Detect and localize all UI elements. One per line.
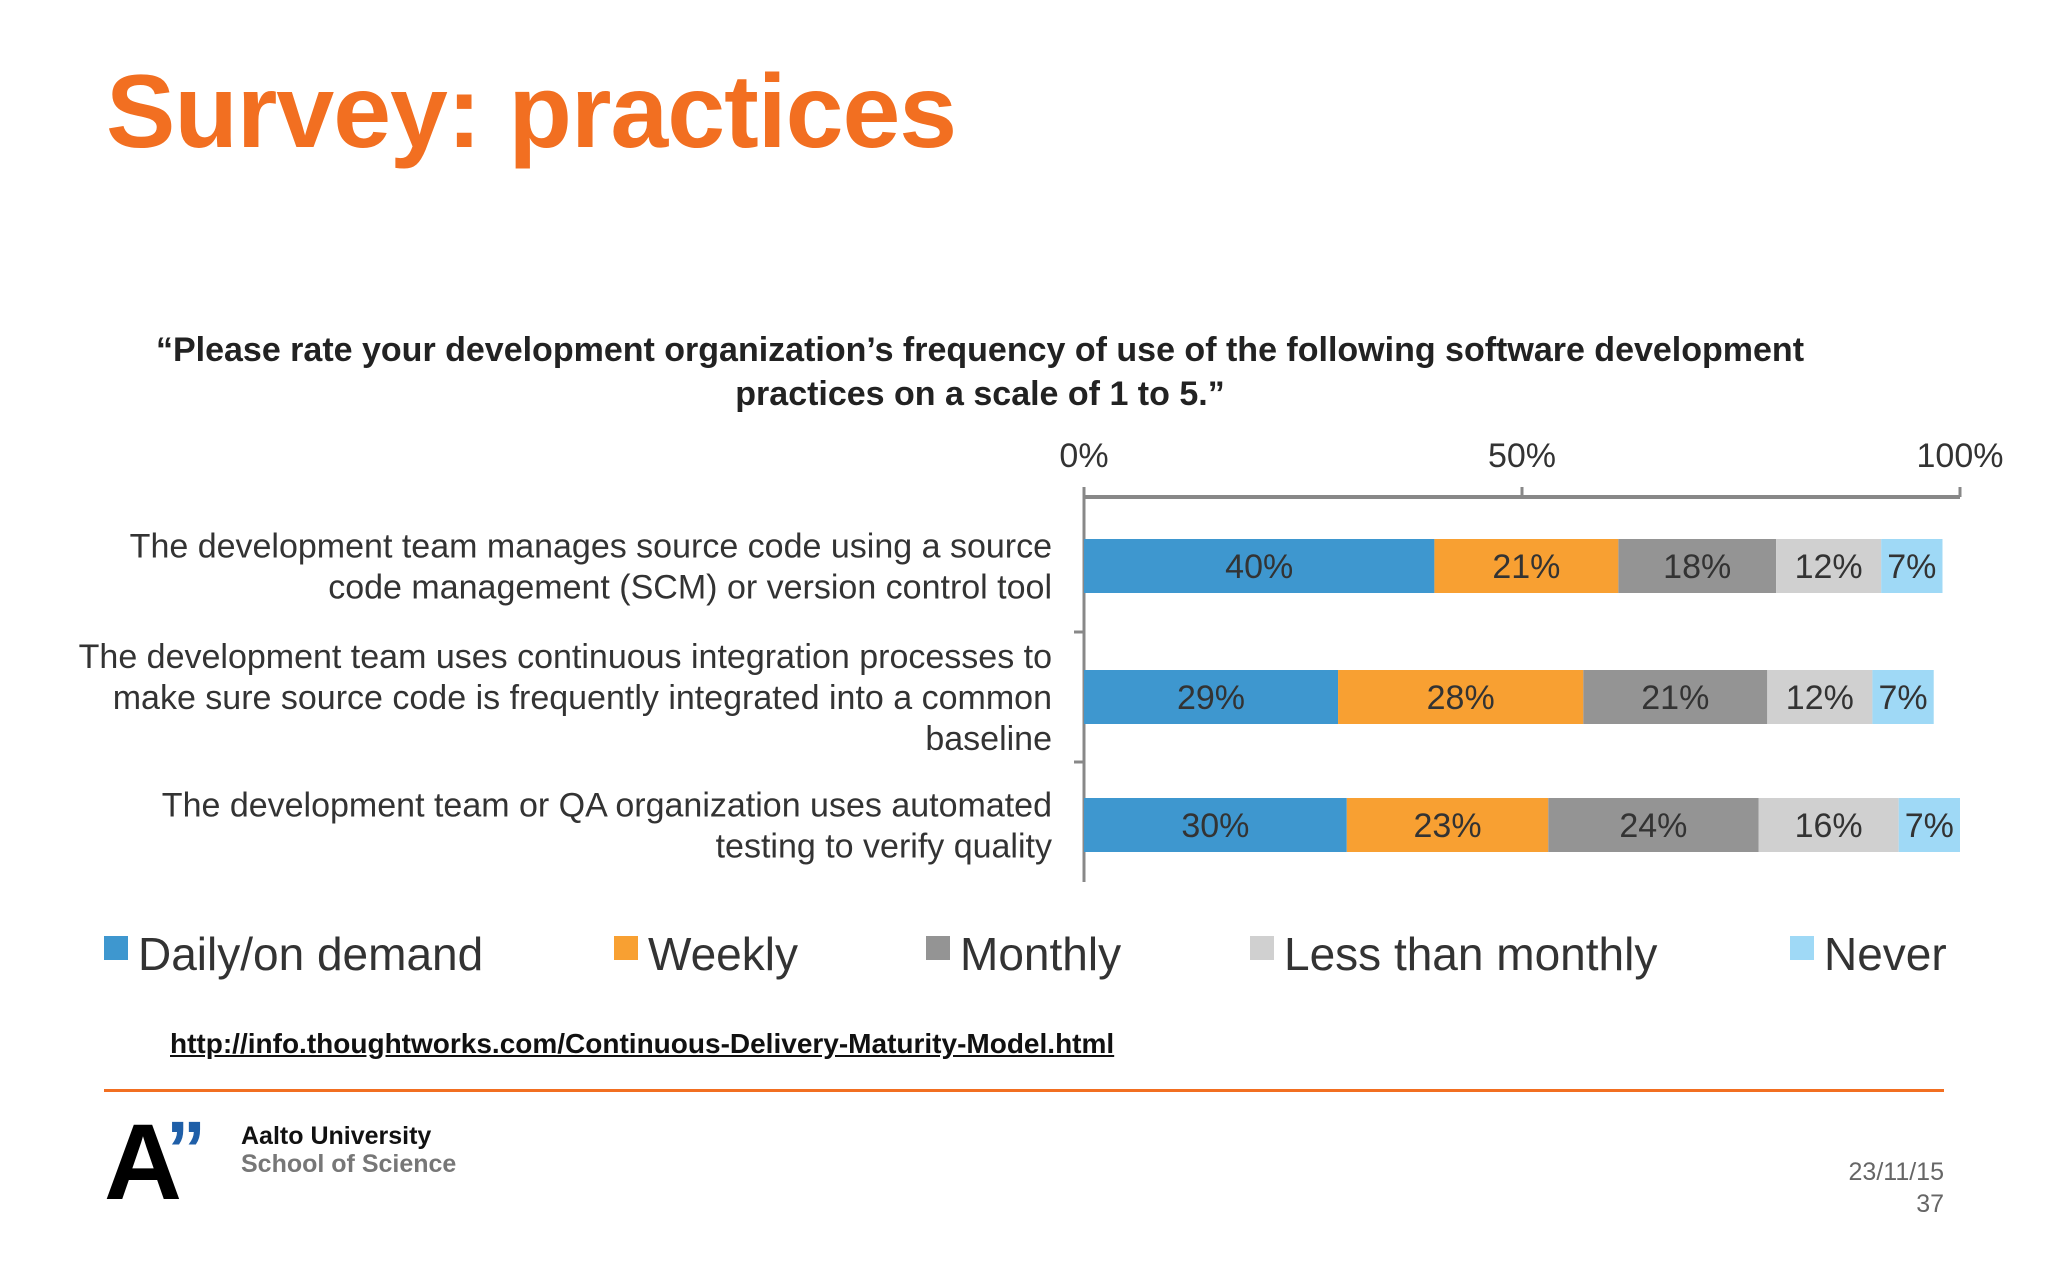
bar-segment (1618, 539, 1777, 593)
stacked-bar-chart: “Please rate your development organizati… (79, 331, 2004, 980)
bar-segment (1084, 798, 1347, 852)
category-label: make sure source code is frequently inte… (113, 679, 1052, 717)
category-label: code management (SCM) or version control… (328, 569, 1052, 607)
bar-segment (1084, 539, 1435, 593)
organization-name: Aalto University (241, 1122, 432, 1150)
x-tick-label: 50% (1488, 437, 1556, 475)
data-label: 21% (1641, 679, 1709, 717)
bar-segment (1338, 670, 1584, 724)
category-label: testing to verify quality (716, 828, 1052, 866)
data-label: 21% (1492, 548, 1560, 586)
category-label: baseline (925, 720, 1052, 758)
legend-label: Weekly (648, 928, 798, 980)
bar-segment (1758, 798, 1899, 852)
bar-segment (1881, 539, 1943, 593)
slide-number: 37 (1916, 1190, 1944, 1218)
footer-divider (104, 1089, 1944, 1092)
data-label: 7% (1878, 679, 1927, 717)
source-link[interactable]: http://info.thoughtworks.com/Continuous-… (170, 1028, 1115, 1059)
legend-label: Daily/on demand (138, 928, 483, 980)
chart-title-line: practices on a scale of 1 to 5.” (735, 375, 1224, 413)
chart-title-line: “Please rate your development organizati… (156, 331, 1804, 369)
data-label: 30% (1181, 807, 1249, 845)
bar-segment (1548, 798, 1759, 852)
legend-swatch (614, 936, 638, 960)
bar-segment (1346, 798, 1549, 852)
bar-segment (1583, 670, 1768, 724)
data-label: 12% (1795, 548, 1863, 586)
data-label: 23% (1414, 807, 1482, 845)
slide-title: Survey: practices (106, 54, 957, 170)
category-label: The development team or QA organization … (162, 787, 1052, 825)
bar-segment (1767, 670, 1873, 724)
school-name: School of Science (241, 1150, 457, 1178)
bar-segment (1084, 670, 1339, 724)
category-label: The development team uses continuous int… (79, 638, 1052, 676)
data-label: 29% (1177, 679, 1245, 717)
data-label: 40% (1225, 548, 1293, 586)
data-label: 7% (1905, 807, 1954, 845)
legend-label: Less than monthly (1284, 928, 1657, 980)
bar-segment (1434, 539, 1619, 593)
aalto-logo-letter: A (104, 1101, 182, 1222)
legend-swatch (1790, 936, 1814, 960)
legend-swatch (1250, 936, 1274, 960)
legend-label: Monthly (960, 928, 1121, 980)
slide-date: 23/11/15 (1848, 1158, 1944, 1186)
category-label: The development team manages source code… (130, 528, 1052, 566)
data-label: 16% (1795, 807, 1863, 845)
legend-swatch (926, 936, 950, 960)
data-label: 7% (1887, 548, 1936, 586)
data-label: 18% (1663, 548, 1731, 586)
bar-segment (1776, 539, 1882, 593)
data-label: 28% (1427, 679, 1495, 717)
x-tick-label: 100% (1917, 437, 2004, 475)
bar-segment (1898, 798, 1960, 852)
aalto-logo-quote: ” (166, 1105, 206, 1194)
data-label: 12% (1786, 679, 1854, 717)
legend-label: Never (1824, 928, 1947, 980)
x-tick-label: 0% (1059, 437, 1108, 475)
bar-segment (1872, 670, 1934, 724)
data-label: 24% (1619, 807, 1687, 845)
legend-swatch (104, 936, 128, 960)
